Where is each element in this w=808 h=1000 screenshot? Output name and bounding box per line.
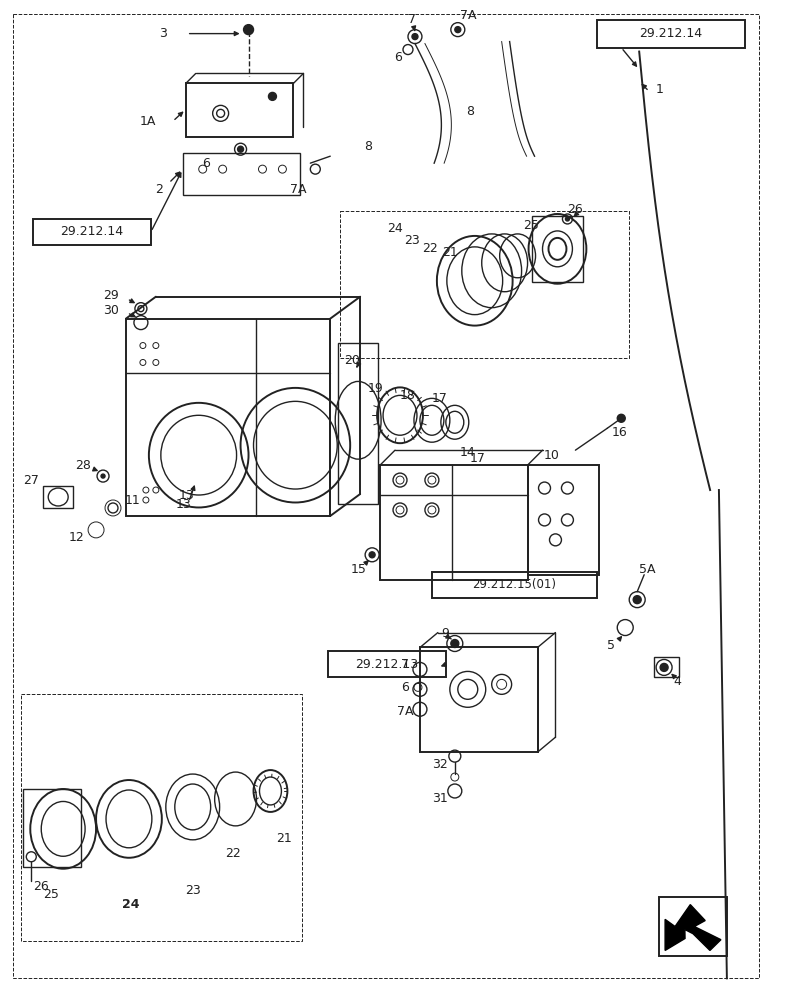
Text: 14: 14 bbox=[460, 446, 476, 459]
Text: 11: 11 bbox=[125, 493, 141, 506]
Bar bbox=[186, 83, 293, 137]
Bar bbox=[328, 651, 446, 677]
Text: 26: 26 bbox=[567, 203, 583, 216]
Text: 13: 13 bbox=[176, 498, 191, 511]
Text: 29.212.15(01): 29.212.15(01) bbox=[473, 578, 557, 591]
Circle shape bbox=[455, 27, 461, 33]
Text: 3: 3 bbox=[159, 27, 166, 40]
Circle shape bbox=[660, 663, 668, 671]
Text: 5: 5 bbox=[608, 639, 615, 652]
Text: 22: 22 bbox=[422, 242, 438, 255]
Text: 4: 4 bbox=[673, 675, 681, 688]
Bar bbox=[340, 211, 629, 358]
Bar bbox=[654, 657, 679, 677]
Bar bbox=[432, 572, 597, 598]
Bar bbox=[597, 20, 745, 48]
Text: 25: 25 bbox=[524, 219, 540, 232]
Text: 10: 10 bbox=[544, 449, 559, 462]
Circle shape bbox=[238, 146, 243, 152]
Text: 23: 23 bbox=[185, 884, 200, 897]
Text: 31: 31 bbox=[432, 792, 448, 805]
Text: 2: 2 bbox=[155, 183, 162, 196]
Text: 29: 29 bbox=[103, 289, 119, 302]
Text: 29.212.13: 29.212.13 bbox=[356, 658, 419, 671]
Circle shape bbox=[369, 552, 375, 558]
Text: 9: 9 bbox=[441, 627, 448, 640]
Bar bbox=[21, 694, 302, 941]
Text: 12: 12 bbox=[68, 531, 84, 544]
Text: 21: 21 bbox=[276, 832, 292, 845]
Text: 28: 28 bbox=[75, 459, 91, 472]
Bar bbox=[532, 216, 583, 282]
Text: 8: 8 bbox=[465, 105, 473, 118]
Circle shape bbox=[566, 217, 570, 221]
Text: 6: 6 bbox=[401, 681, 409, 694]
Text: 32: 32 bbox=[432, 758, 448, 771]
Bar bbox=[528, 465, 600, 575]
Circle shape bbox=[451, 640, 459, 647]
Text: 13: 13 bbox=[179, 489, 195, 502]
Bar bbox=[659, 897, 727, 956]
Circle shape bbox=[138, 306, 144, 312]
Text: 6: 6 bbox=[394, 51, 402, 64]
Text: 15: 15 bbox=[350, 563, 366, 576]
Text: 24: 24 bbox=[122, 898, 140, 911]
Circle shape bbox=[617, 414, 625, 422]
Bar bbox=[33, 219, 151, 245]
Text: 7: 7 bbox=[408, 13, 416, 26]
Bar bbox=[126, 319, 330, 516]
Text: 7A: 7A bbox=[460, 9, 476, 22]
Bar bbox=[183, 153, 301, 195]
Text: 30: 30 bbox=[103, 304, 119, 317]
Text: 24: 24 bbox=[387, 222, 403, 235]
Text: 22: 22 bbox=[225, 847, 241, 860]
Text: 7A: 7A bbox=[397, 705, 413, 718]
Text: 18: 18 bbox=[400, 389, 416, 402]
Text: 16: 16 bbox=[612, 426, 627, 439]
Bar bbox=[339, 343, 378, 504]
Text: 8: 8 bbox=[364, 140, 372, 153]
Circle shape bbox=[633, 596, 642, 604]
Text: 7: 7 bbox=[401, 658, 409, 671]
Circle shape bbox=[101, 474, 105, 478]
Text: 29.212.14: 29.212.14 bbox=[639, 27, 703, 40]
Circle shape bbox=[268, 92, 276, 100]
Text: 26: 26 bbox=[33, 880, 49, 893]
Text: 29.212.14: 29.212.14 bbox=[61, 225, 124, 238]
Text: 23: 23 bbox=[404, 234, 420, 247]
Text: 20: 20 bbox=[344, 354, 360, 367]
Bar bbox=[420, 647, 537, 752]
Text: 27: 27 bbox=[23, 474, 40, 487]
Bar bbox=[44, 486, 74, 508]
Circle shape bbox=[412, 34, 418, 40]
Bar bbox=[23, 789, 81, 867]
Text: 17: 17 bbox=[432, 392, 448, 405]
Text: 1A: 1A bbox=[140, 115, 156, 128]
Text: 6: 6 bbox=[202, 157, 209, 170]
Circle shape bbox=[243, 25, 254, 35]
Text: 7A: 7A bbox=[290, 183, 306, 196]
Text: 19: 19 bbox=[367, 382, 383, 395]
Text: 21: 21 bbox=[442, 246, 457, 259]
Text: 1: 1 bbox=[655, 83, 663, 96]
Polygon shape bbox=[665, 905, 721, 950]
Text: 17: 17 bbox=[469, 452, 486, 465]
Text: 25: 25 bbox=[44, 888, 59, 901]
Text: 5A: 5A bbox=[639, 563, 655, 576]
Bar bbox=[380, 465, 528, 580]
